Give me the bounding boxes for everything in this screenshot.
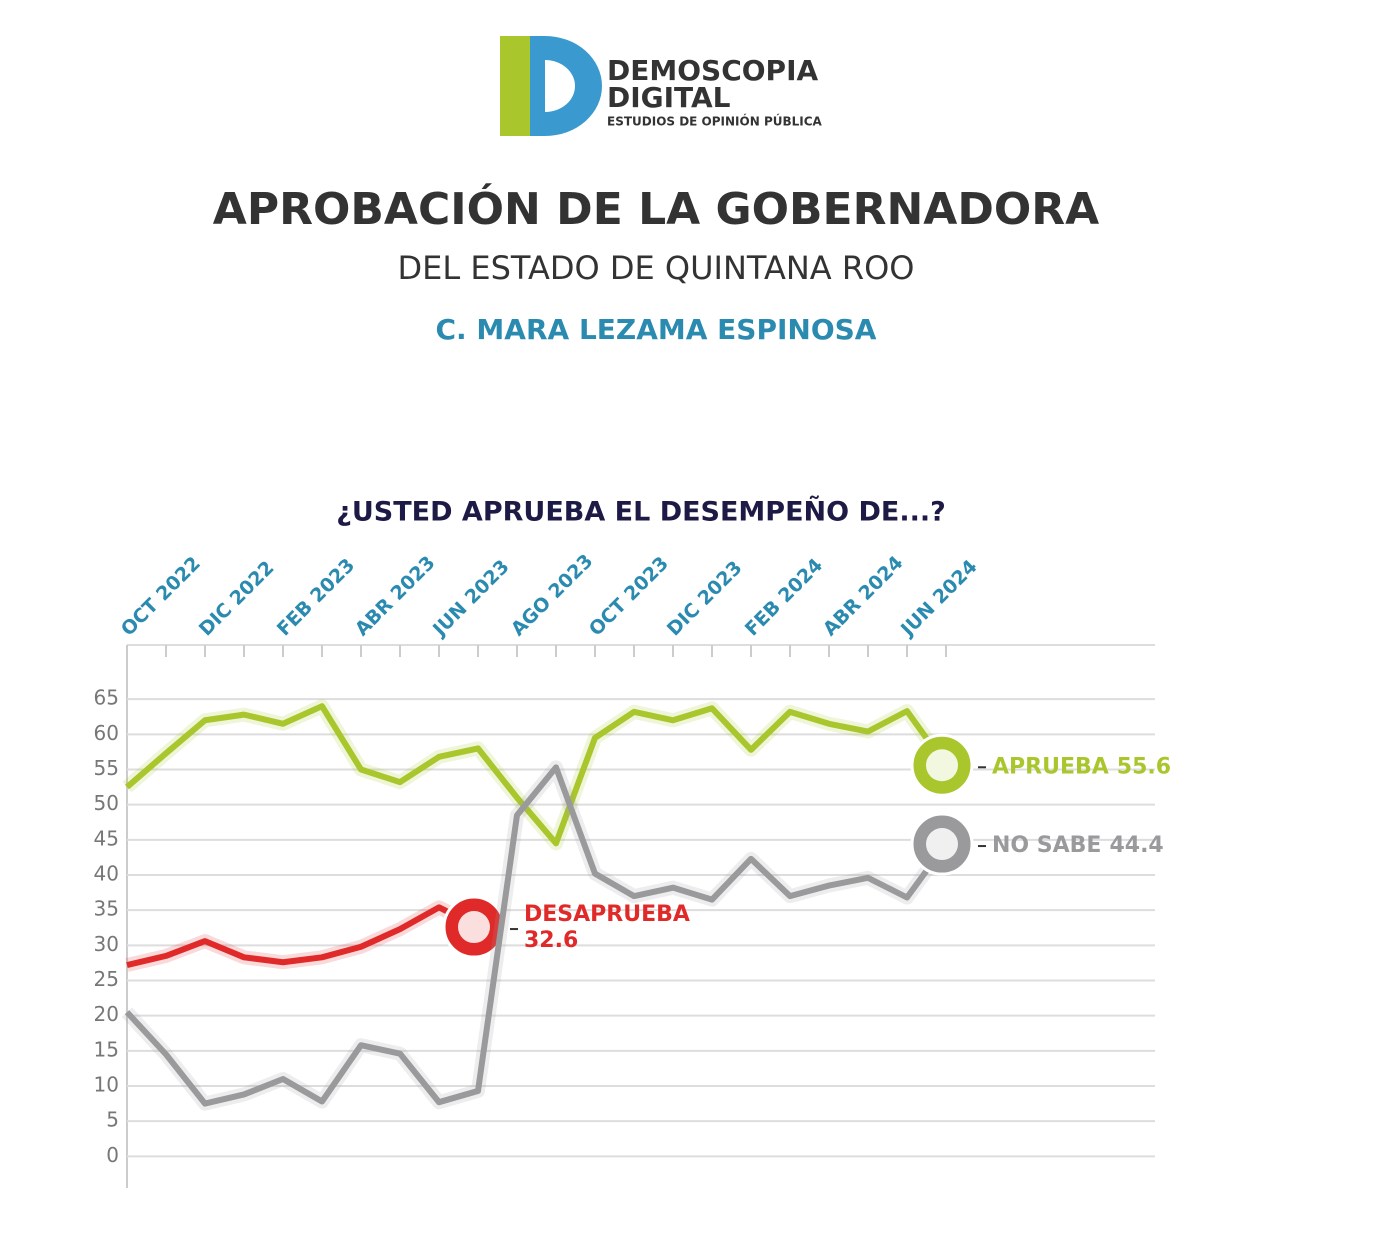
person-name: C. MARA LEZAMA ESPINOSA xyxy=(436,313,877,346)
value-label: 55.6 xyxy=(1117,754,1171,779)
y-tick-label: 0 xyxy=(106,1143,119,1167)
logo-name2: DIGITAL xyxy=(607,81,731,114)
question: ¿USTED APRUEBA EL DESEMPEÑO DE...? xyxy=(336,496,946,528)
y-tick-label: 35 xyxy=(94,897,119,921)
series-line xyxy=(125,703,949,847)
x-tick-label: FEB 2024 xyxy=(741,554,827,640)
x-tick-label: ABR 2023 xyxy=(351,552,440,641)
value-label: 44.4 xyxy=(1109,833,1163,858)
x-tick-label: FEB 2023 xyxy=(273,554,359,640)
y-tick-label: 55 xyxy=(94,756,119,780)
x-tick-label: ABR 2024 xyxy=(819,552,908,641)
chart-subtitle: DEL ESTADO DE QUINTANA ROO xyxy=(398,249,915,287)
y-tick-label: 5 xyxy=(106,1108,119,1132)
series-line xyxy=(126,904,480,968)
series-name: DESAPRUEBA xyxy=(524,902,690,927)
x-tick-label: JUN 2023 xyxy=(427,556,513,642)
end-icon-inner xyxy=(926,828,958,861)
y-tick-label: 50 xyxy=(94,791,119,815)
chart-title: APROBACIÓN DE LA GOBERNADORA xyxy=(213,182,1099,235)
end-icon-inner xyxy=(926,749,958,782)
series-name: NO SABE xyxy=(992,833,1101,858)
series-name: APRUEBA xyxy=(992,754,1109,779)
x-tick-label: OCT 2022 xyxy=(117,552,205,640)
logo-d-hole xyxy=(545,60,575,112)
y-tick-label: 65 xyxy=(94,686,119,710)
y-tick-label: 60 xyxy=(94,721,119,745)
y-tick-label: 20 xyxy=(94,1002,119,1026)
x-tick-label: DIC 2023 xyxy=(663,557,747,641)
x-tick-label: DIC 2022 xyxy=(195,557,279,641)
y-tick-label: 40 xyxy=(94,862,119,886)
series-line xyxy=(124,764,949,1107)
logo-tagline: ESTUDIOS DE OPINIÓN PÚBLICA xyxy=(607,114,823,129)
x-tick-label: AGO 2023 xyxy=(507,550,597,640)
x-tick-label: OCT 2023 xyxy=(585,552,673,640)
x-tick-label: JUN 2024 xyxy=(895,556,981,642)
value-label: 32.6 xyxy=(524,928,578,953)
y-tick-label: 25 xyxy=(94,967,119,991)
logo: DEMOSCOPIA DIGITAL ESTUDIOS DE OPINIÓN P… xyxy=(500,36,823,136)
y-tick-label: 30 xyxy=(94,932,119,956)
logo-bar xyxy=(500,36,530,136)
y-tick-label: 15 xyxy=(94,1037,119,1061)
y-tick-label: 10 xyxy=(94,1073,119,1097)
y-tick-label: 45 xyxy=(94,826,119,850)
logo-name: DEMOSCOPIA xyxy=(607,54,818,87)
end-icon-inner xyxy=(458,911,490,944)
